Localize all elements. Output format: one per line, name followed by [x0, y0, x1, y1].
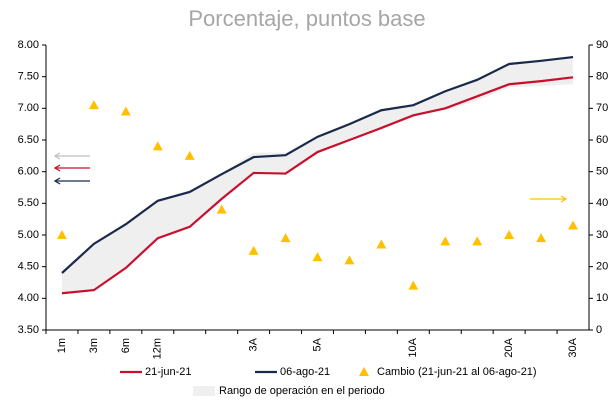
y-tick-label: 7.50 — [18, 71, 39, 83]
triangle-marker — [184, 150, 195, 160]
triangle-marker — [376, 239, 387, 249]
y2-tick-label: 20 — [596, 261, 608, 273]
x-tick-label: 10A — [407, 337, 419, 357]
x-tick-label: 1m — [56, 338, 68, 353]
y2-tick-label: 60 — [596, 134, 608, 146]
x-tick-label: 5A — [311, 337, 323, 351]
triangle-marker — [120, 106, 131, 116]
y2-tick-label: 80 — [596, 71, 608, 83]
triangle-marker — [536, 233, 547, 243]
y-tick-label: 8.00 — [18, 39, 39, 51]
legend-label: 21-jun-21 — [145, 366, 191, 378]
y2-tick-label: 0 — [596, 324, 602, 336]
triangle-marker — [56, 230, 67, 239]
y2-tick-label: 90 — [596, 39, 608, 51]
y-tick-label: 4.50 — [18, 261, 39, 273]
y-tick-label: 7.00 — [18, 102, 39, 114]
triangle-marker — [568, 220, 579, 230]
range-band — [61, 57, 574, 294]
x-tick-label: 6m — [120, 338, 132, 353]
y2-tick-label: 30 — [596, 229, 608, 241]
legend-marker — [359, 367, 369, 376]
triangle-marker — [408, 280, 419, 290]
arrows — [53, 152, 568, 203]
y-tick-label: 6.00 — [18, 166, 39, 178]
y-tick-label: 4.00 — [18, 292, 39, 304]
legend-label: Rango de operación en el periodo — [219, 385, 385, 397]
x-tick-label: 3m — [88, 338, 100, 353]
triangle-marker — [312, 252, 323, 262]
triangle-marker — [472, 236, 483, 246]
y2-tick-label: 50 — [596, 166, 608, 178]
chart-title: Porcentaje, puntos base — [188, 6, 425, 31]
y-tick-label: 6.50 — [18, 134, 39, 146]
x-tick-label: 12m — [152, 338, 164, 359]
triangle-marker — [248, 245, 259, 255]
series-line — [61, 76, 574, 295]
legend-marker — [193, 386, 215, 396]
y-tick-label: 5.50 — [18, 197, 39, 209]
triangle-marker — [152, 141, 163, 151]
triangle-marker — [280, 233, 291, 243]
triangle-marker — [440, 236, 451, 246]
triangle-marker — [344, 255, 355, 265]
y2-tick-label: 40 — [596, 197, 608, 209]
y2-tick-label: 70 — [596, 102, 608, 114]
legend-label: Cambio (21-jun-21 al 06-ago-21) — [377, 366, 537, 378]
triangle-marker — [504, 230, 515, 239]
series-line — [61, 55, 574, 274]
triangle-marker — [88, 100, 99, 110]
y-tick-label: 3.50 — [18, 324, 39, 336]
y2-tick-label: 10 — [596, 292, 608, 304]
x-tick-label: 3A — [248, 337, 260, 351]
triangle-marker — [216, 204, 227, 214]
y-tick-label: 5.00 — [18, 229, 39, 241]
x-tick-label: 20A — [503, 337, 515, 357]
x-tick-label: 30A — [567, 337, 579, 357]
legend-label: 06-ago-21 — [280, 366, 330, 378]
